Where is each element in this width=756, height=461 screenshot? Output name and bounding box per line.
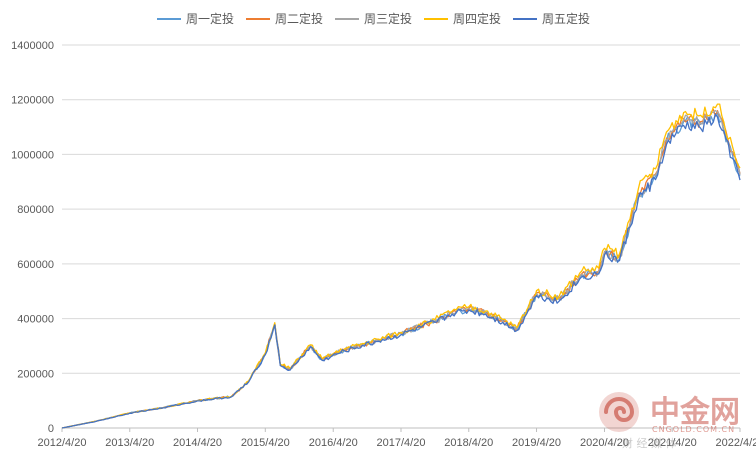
x-tick-label: 2012/4/20 — [38, 437, 87, 449]
y-tick-label: 400000 — [17, 314, 54, 326]
watermark-tagline: 财 经 媒 体 — [622, 436, 677, 450]
x-tick-label: 2022/4/20 — [716, 437, 756, 449]
series-line-1 — [61, 112, 741, 429]
series-line-4 — [61, 103, 741, 429]
legend: 周一定投 周二定投 周三定投 周四定投 周五定投 — [157, 11, 590, 26]
y-tick-label: 1000000 — [11, 149, 54, 161]
legend-item-label: 周一定投 — [186, 11, 234, 26]
x-tick-label: 2020/4/20 — [580, 437, 629, 449]
y-tick-label: 1400000 — [11, 40, 54, 52]
x-tick-label: 2015/4/20 — [241, 437, 290, 449]
x-tick-label: 2021/4/20 — [648, 437, 697, 449]
series-lines — [61, 103, 741, 429]
legend-item-label: 周四定投 — [453, 11, 501, 26]
logo-swirl-icon — [599, 392, 639, 432]
watermark: 中金网 CNGOLD.COM.CN 财 经 媒 体 — [599, 392, 740, 450]
x-tick-label: 2016/4/20 — [309, 437, 358, 449]
series-line-2 — [61, 108, 741, 429]
y-axis-tick-labels: 0 200000 400000 600000 800000 1000000 1200000 1… — [11, 40, 54, 435]
watermark-site: CNGOLD.COM.CN — [652, 425, 735, 434]
x-tick-label: 2014/4/20 — [173, 437, 222, 449]
x-tick-label: 2019/4/20 — [512, 437, 561, 449]
x-tick-label: 2017/4/20 — [377, 437, 426, 449]
y-tick-label: 0 — [48, 423, 54, 435]
y-tick-label: 1200000 — [11, 95, 54, 107]
x-axis-tick-labels: 2012/4/20 2013/4/20 2014/4/20 2015/4/20 2016… — [38, 437, 756, 449]
x-tick-label: 2013/4/20 — [105, 437, 154, 449]
series-line-5 — [61, 113, 741, 429]
y-tick-label: 800000 — [17, 204, 54, 216]
legend-item-label: 周二定投 — [275, 11, 323, 26]
series-line-3 — [61, 109, 741, 429]
x-tick-label: 2018/4/20 — [444, 437, 493, 449]
watermark-brand: 中金网 — [650, 395, 740, 430]
legend-item-label: 周三定投 — [364, 11, 412, 26]
y-tick-label: 200000 — [17, 368, 54, 380]
legend-item-label: 周五定投 — [542, 11, 590, 26]
gridlines — [61, 44, 741, 432]
y-tick-label: 600000 — [17, 259, 54, 271]
